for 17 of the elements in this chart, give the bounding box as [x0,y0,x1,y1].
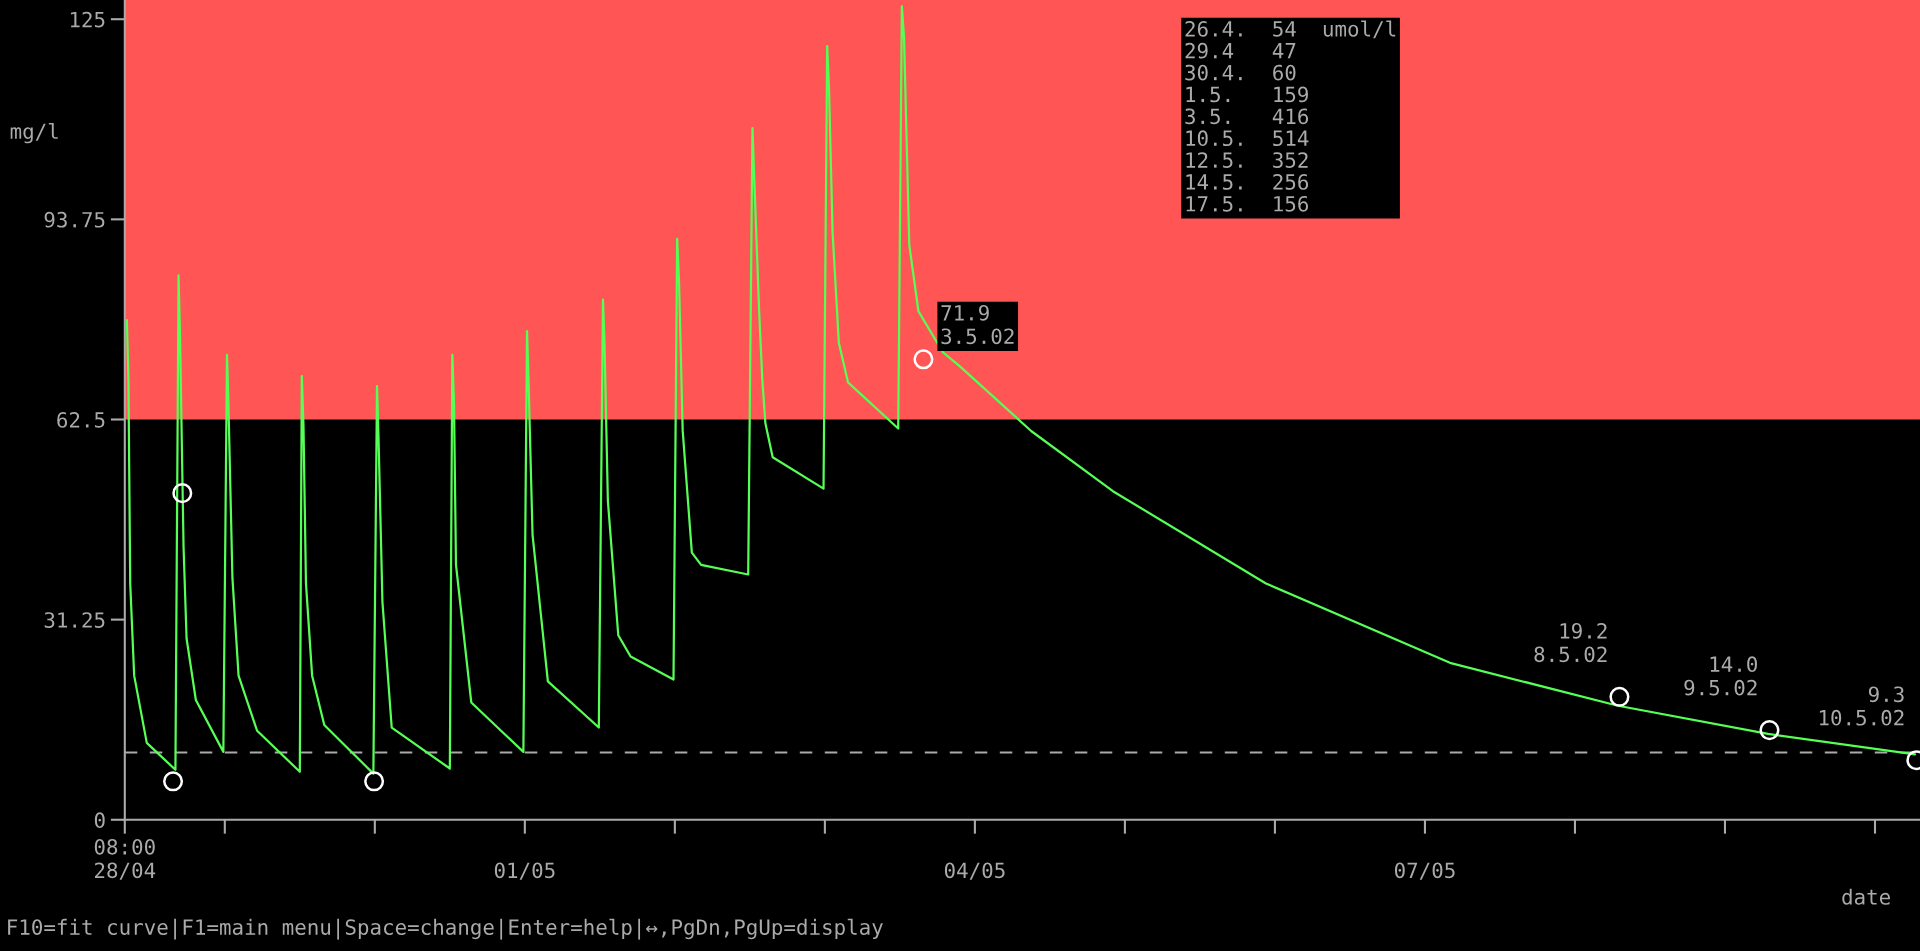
annotation: 71.9 3.5.02 [941,304,1014,345]
x-tick-label: 07/05 [1394,862,1455,880]
x-tick-label: 04/05 [944,862,1005,880]
y-tick-label: 0 [94,812,105,829]
y-tick-label: 93.75 [44,211,105,228]
annotation: 14.0 9.5.02 [1684,656,1757,696]
x-axis-title: date [1842,888,1890,905]
y-tick-label: 125 [70,11,105,28]
text: F10=fit curve|F1=main menu|Space=change|Enter=help|↔,PgDn,PgUp=display [8,918,883,940]
annotation: 19.2 8.5.02 [1534,622,1607,663]
x-tick-label: 08:00 28/04 [94,838,156,880]
annotation: 9.3 10.5.02 [1819,686,1904,726]
y-axis-title: mg/l [10,122,58,144]
x-tick-label: 01/05 [494,862,555,880]
text: 26.4. 54 umol/l 29.4 47 30.4. 60 1.5. 159 3.5. 416 10.5. 514 12.5. 352 14.5. 256 17.5. 156 [1185,20,1396,212]
y-tick-label: 62.5 [57,412,105,428]
y-tick-label: 31.25 [44,612,105,628]
